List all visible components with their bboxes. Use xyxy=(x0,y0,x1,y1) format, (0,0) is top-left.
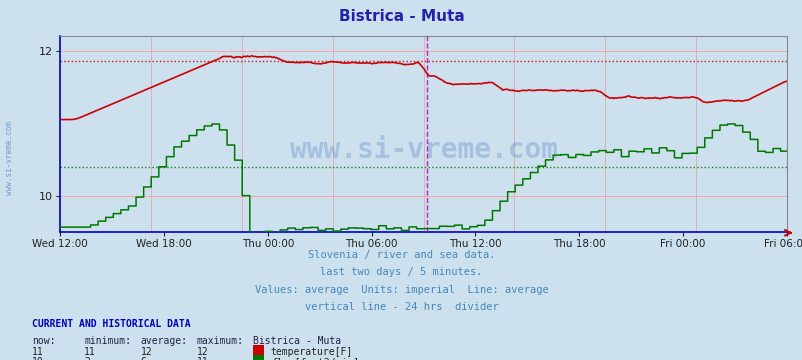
Text: 12: 12 xyxy=(140,347,152,357)
Text: 12: 12 xyxy=(196,347,209,357)
Text: minimum:: minimum: xyxy=(84,336,132,346)
Text: 11: 11 xyxy=(32,347,44,357)
Text: vertical line - 24 hrs  divider: vertical line - 24 hrs divider xyxy=(304,302,498,312)
Text: CURRENT AND HISTORICAL DATA: CURRENT AND HISTORICAL DATA xyxy=(32,319,191,329)
Text: 6: 6 xyxy=(140,357,146,360)
Text: flow[foot3/min]: flow[foot3/min] xyxy=(270,357,358,360)
Text: 11: 11 xyxy=(84,347,96,357)
Text: Values: average  Units: imperial  Line: average: Values: average Units: imperial Line: av… xyxy=(254,285,548,295)
Text: temperature[F]: temperature[F] xyxy=(270,347,352,357)
Text: maximum:: maximum: xyxy=(196,336,244,346)
Text: Bistrica - Muta: Bistrica - Muta xyxy=(253,336,341,346)
Text: Bistrica - Muta: Bistrica - Muta xyxy=(338,9,464,24)
Text: www.si-vreme.com: www.si-vreme.com xyxy=(5,121,14,195)
Text: last two days / 5 minutes.: last two days / 5 minutes. xyxy=(320,267,482,278)
Text: 2: 2 xyxy=(84,357,90,360)
Text: average:: average: xyxy=(140,336,188,346)
Text: www.si-vreme.com: www.si-vreme.com xyxy=(290,136,557,164)
Text: 11: 11 xyxy=(196,357,209,360)
Text: 10: 10 xyxy=(32,357,44,360)
Text: Slovenia / river and sea data.: Slovenia / river and sea data. xyxy=(307,250,495,260)
Text: now:: now: xyxy=(32,336,55,346)
